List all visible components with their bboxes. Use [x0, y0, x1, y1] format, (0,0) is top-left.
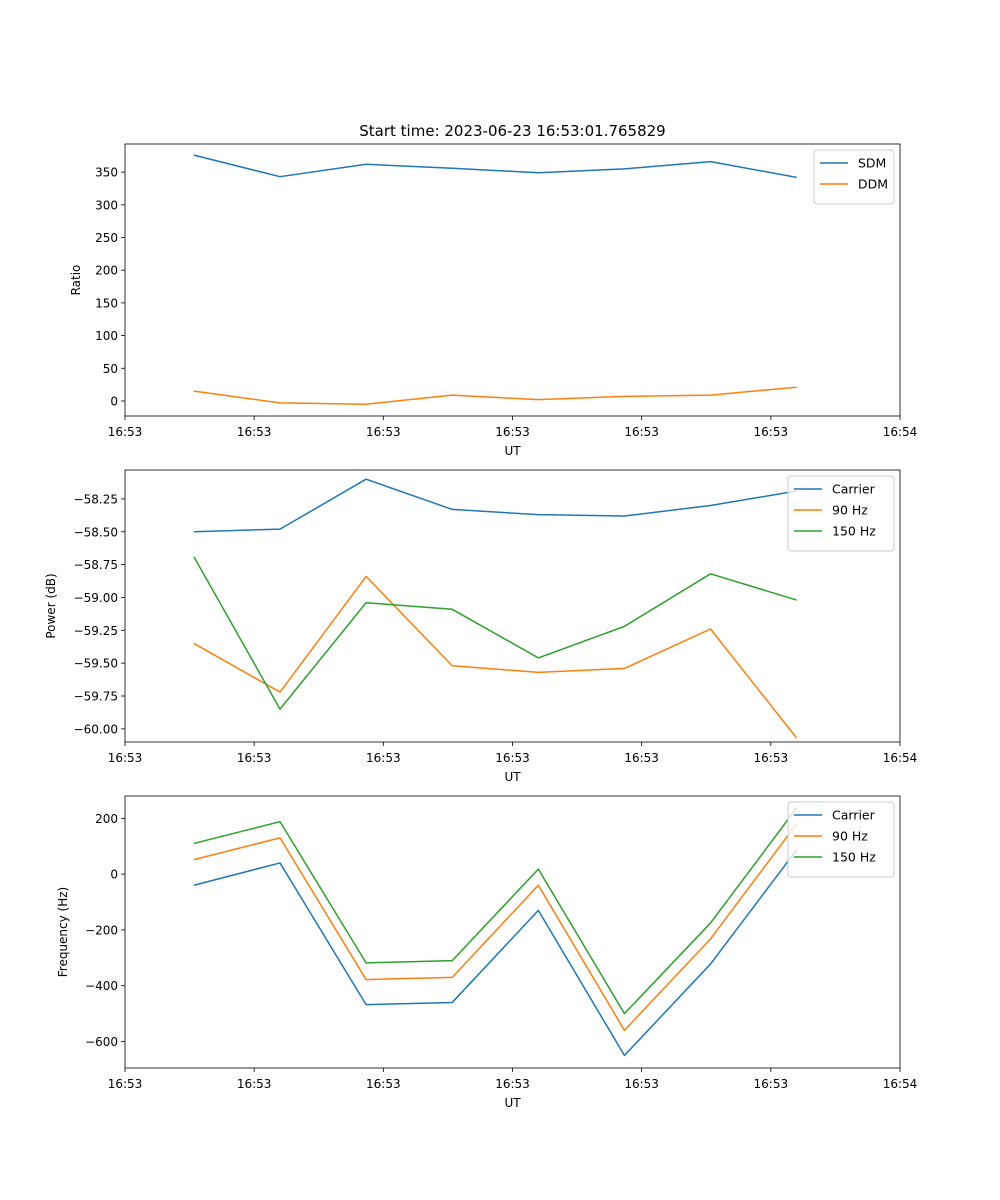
subplot-3: 16:53 16:53 16:53 16:53 16:53 16:53 16:54 −600 −… [56, 795, 918, 1110]
legend-label: SDM [858, 156, 886, 171]
y-tick-label: 250 [95, 231, 118, 245]
y-tick-label: 150 [95, 296, 118, 310]
x-tick-label: 16:53 [495, 751, 530, 765]
legend: Carrier 90 Hz 150 Hz [787, 801, 895, 878]
y-tick-label: 0 [110, 394, 118, 408]
x-tick-label: 16:53 [237, 1077, 272, 1091]
series-line-90-hz [193, 575, 798, 739]
y-tick-label: −58.75 [74, 558, 118, 572]
y-tick-label: −59.75 [74, 690, 118, 704]
legend-label: Carrier [832, 808, 876, 823]
series-line-ddm [193, 386, 797, 405]
subplots: 16:53 16:53 16:53 16:53 16:53 16:53 16:54 0 50 10… [44, 143, 918, 1110]
legend-label: 150 Hz [832, 524, 876, 539]
y-tick-label: 100 [95, 329, 118, 343]
y-tick-label: 300 [95, 198, 118, 212]
y-tick-label: −59.25 [74, 624, 118, 638]
subplot-1: 16:53 16:53 16:53 16:53 16:53 16:53 16:54 0 50 10… [69, 143, 918, 458]
y-axis-label: Ratio [69, 265, 83, 296]
x-tick-label: 16:53 [366, 751, 401, 765]
y-tick-label: −600 [85, 1035, 118, 1049]
legend-label: Carrier [832, 482, 876, 497]
series-line-carrier [193, 849, 798, 1057]
x-tick-label: 16:53 [754, 1077, 789, 1091]
y-axis-label: Frequency (Hz) [56, 887, 70, 978]
series-line-150-hz [193, 807, 798, 1015]
series-line-90-hz [193, 823, 798, 1032]
legend-label: 150 Hz [832, 850, 876, 865]
y-tick-label: −59.50 [74, 657, 118, 671]
figure-title: Start time: 2023-06-23 16:53:01.765829 [359, 122, 665, 140]
x-tick-label: 16:53 [108, 1077, 143, 1091]
y-tick-label: −59.00 [74, 591, 118, 605]
y-tick-label: 50 [103, 362, 118, 376]
series-line-sdm [193, 154, 797, 179]
x-tick-label: 16:53 [495, 425, 530, 439]
y-tick-label: 350 [95, 166, 118, 180]
y-tick-label: −400 [85, 979, 118, 993]
x-tick-label: 16:53 [108, 751, 143, 765]
x-tick-label: 16:53 [237, 751, 272, 765]
legend: Carrier 90 Hz 150 Hz [787, 475, 895, 552]
legend-label: DDM [858, 177, 888, 192]
series-line-carrier [193, 478, 797, 533]
x-tick-label: 16:53 [624, 751, 659, 765]
x-tick-label: 16:53 [624, 425, 659, 439]
y-axis-label: Power (dB) [44, 573, 58, 638]
x-tick-label: 16:53 [495, 1077, 530, 1091]
x-axis-label: UT [504, 1096, 521, 1110]
x-tick-label: 16:53 [366, 425, 401, 439]
x-tick-label: 16:53 [624, 1077, 659, 1091]
series-line-150-hz [193, 556, 797, 710]
x-axis-label: UT [504, 444, 521, 458]
y-tick-label: 0 [110, 868, 118, 882]
y-tick-label: −60.00 [74, 722, 118, 736]
y-tick-label: −58.50 [74, 525, 118, 539]
subplot-2: 16:53 16:53 16:53 16:53 16:53 16:53 16:54 −60.0… [44, 469, 918, 784]
x-tick-label: 16:53 [754, 425, 789, 439]
y-tick-label: −58.25 [74, 492, 118, 506]
y-tick-label: −200 [85, 923, 118, 937]
legend-label: 90 Hz [832, 829, 868, 844]
y-tick-label: 200 [95, 264, 118, 278]
legend-label: 90 Hz [832, 503, 868, 518]
x-tick-label: 16:53 [108, 425, 143, 439]
x-tick-label: 16:54 [883, 425, 918, 439]
x-tick-label: 16:53 [754, 751, 789, 765]
x-tick-label: 16:53 [366, 1077, 401, 1091]
x-axis-label: UT [504, 770, 521, 784]
x-tick-label: 16:53 [237, 425, 272, 439]
legend-box [787, 801, 895, 878]
x-tick-label: 16:54 [883, 1077, 918, 1091]
legend: SDM DDM [813, 149, 895, 205]
legend-box [787, 475, 895, 552]
x-tick-label: 16:54 [883, 751, 918, 765]
y-tick-label: 200 [95, 812, 118, 826]
